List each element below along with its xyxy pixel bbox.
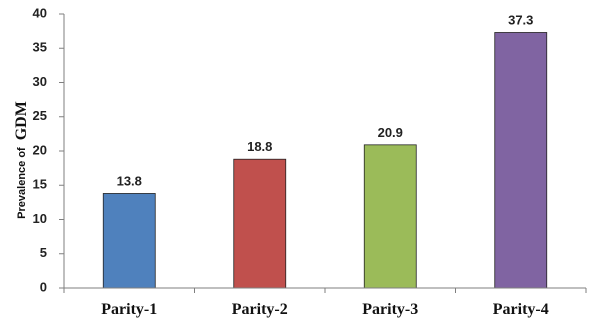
bar-parity-2	[233, 158, 287, 289]
y-tick-label: 20	[33, 142, 47, 157]
y-axis-ticks: 0 5 10 15 20 25 30 35 40	[33, 5, 64, 294]
y-tick-label: 25	[33, 108, 47, 123]
y-tick-label: 40	[33, 5, 47, 20]
y-axis-label-emphasis: GDM	[13, 101, 30, 140]
bars	[102, 32, 548, 289]
y-tick-label: 35	[33, 40, 47, 55]
y-axis-label: Prevalence of GDM	[13, 101, 30, 219]
y-tick-label: 5	[40, 245, 47, 260]
bar-parity-3	[363, 144, 417, 289]
x-category-label: Parity-2	[232, 301, 288, 318]
data-label: 13.8	[117, 173, 142, 188]
y-axis-label-prefix: Prevalence of	[16, 147, 28, 219]
y-tick-label: 30	[33, 74, 47, 89]
data-label: 20.9	[378, 125, 403, 140]
svg-text:Prevalence of GDM: Prevalence of GDM	[13, 101, 30, 219]
x-category-label: Parity-1	[101, 301, 157, 318]
x-category-label: Parity-4	[493, 301, 549, 318]
bar-parity-4	[494, 32, 548, 289]
data-labels: 13.8 18.8 20.9 37.3	[117, 12, 534, 188]
x-axis-labels: Parity-1 Parity-2 Parity-3 Parity-4	[63, 288, 587, 318]
data-label: 18.8	[247, 139, 272, 154]
y-tick-label: 0	[40, 279, 47, 294]
y-tick-label: 15	[33, 177, 47, 192]
bar-parity-1	[102, 193, 156, 289]
y-tick-label: 10	[33, 211, 47, 226]
x-category-label: Parity-3	[362, 301, 418, 318]
data-label: 37.3	[508, 12, 533, 27]
